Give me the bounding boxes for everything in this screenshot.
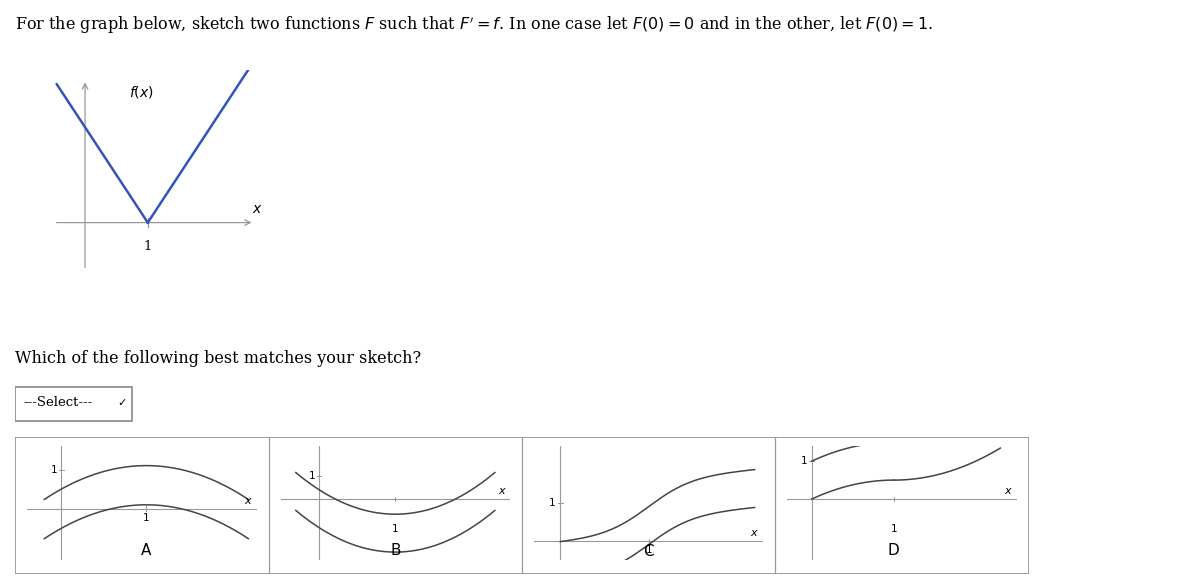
Text: 1: 1	[143, 240, 152, 253]
Text: $x$: $x$	[252, 202, 263, 216]
Text: $x$: $x$	[498, 486, 507, 496]
Text: 1: 1	[392, 524, 398, 533]
Text: ---Select---: ---Select---	[24, 396, 92, 409]
Text: 1: 1	[550, 498, 556, 508]
Text: D: D	[888, 543, 899, 558]
Text: B: B	[390, 543, 401, 558]
Text: A: A	[141, 543, 152, 558]
Text: 1: 1	[801, 456, 808, 466]
Text: $f(x)$: $f(x)$	[129, 85, 154, 100]
Text: C: C	[643, 544, 654, 559]
Text: $x$: $x$	[1004, 486, 1013, 496]
Text: 1: 1	[143, 514, 149, 524]
Text: $x$: $x$	[244, 496, 252, 506]
Text: For the graph below, sketch two functions $F$ such that $F' = f$. In one case le: For the graph below, sketch two function…	[15, 15, 934, 36]
Text: Which of the following best matches your sketch?: Which of the following best matches your…	[15, 350, 422, 367]
Text: 1: 1	[308, 471, 315, 482]
Text: 1: 1	[890, 524, 897, 533]
Text: ✓: ✓	[117, 398, 127, 408]
Text: 1: 1	[646, 545, 652, 555]
Text: 1: 1	[51, 465, 57, 475]
Text: $x$: $x$	[750, 528, 760, 538]
